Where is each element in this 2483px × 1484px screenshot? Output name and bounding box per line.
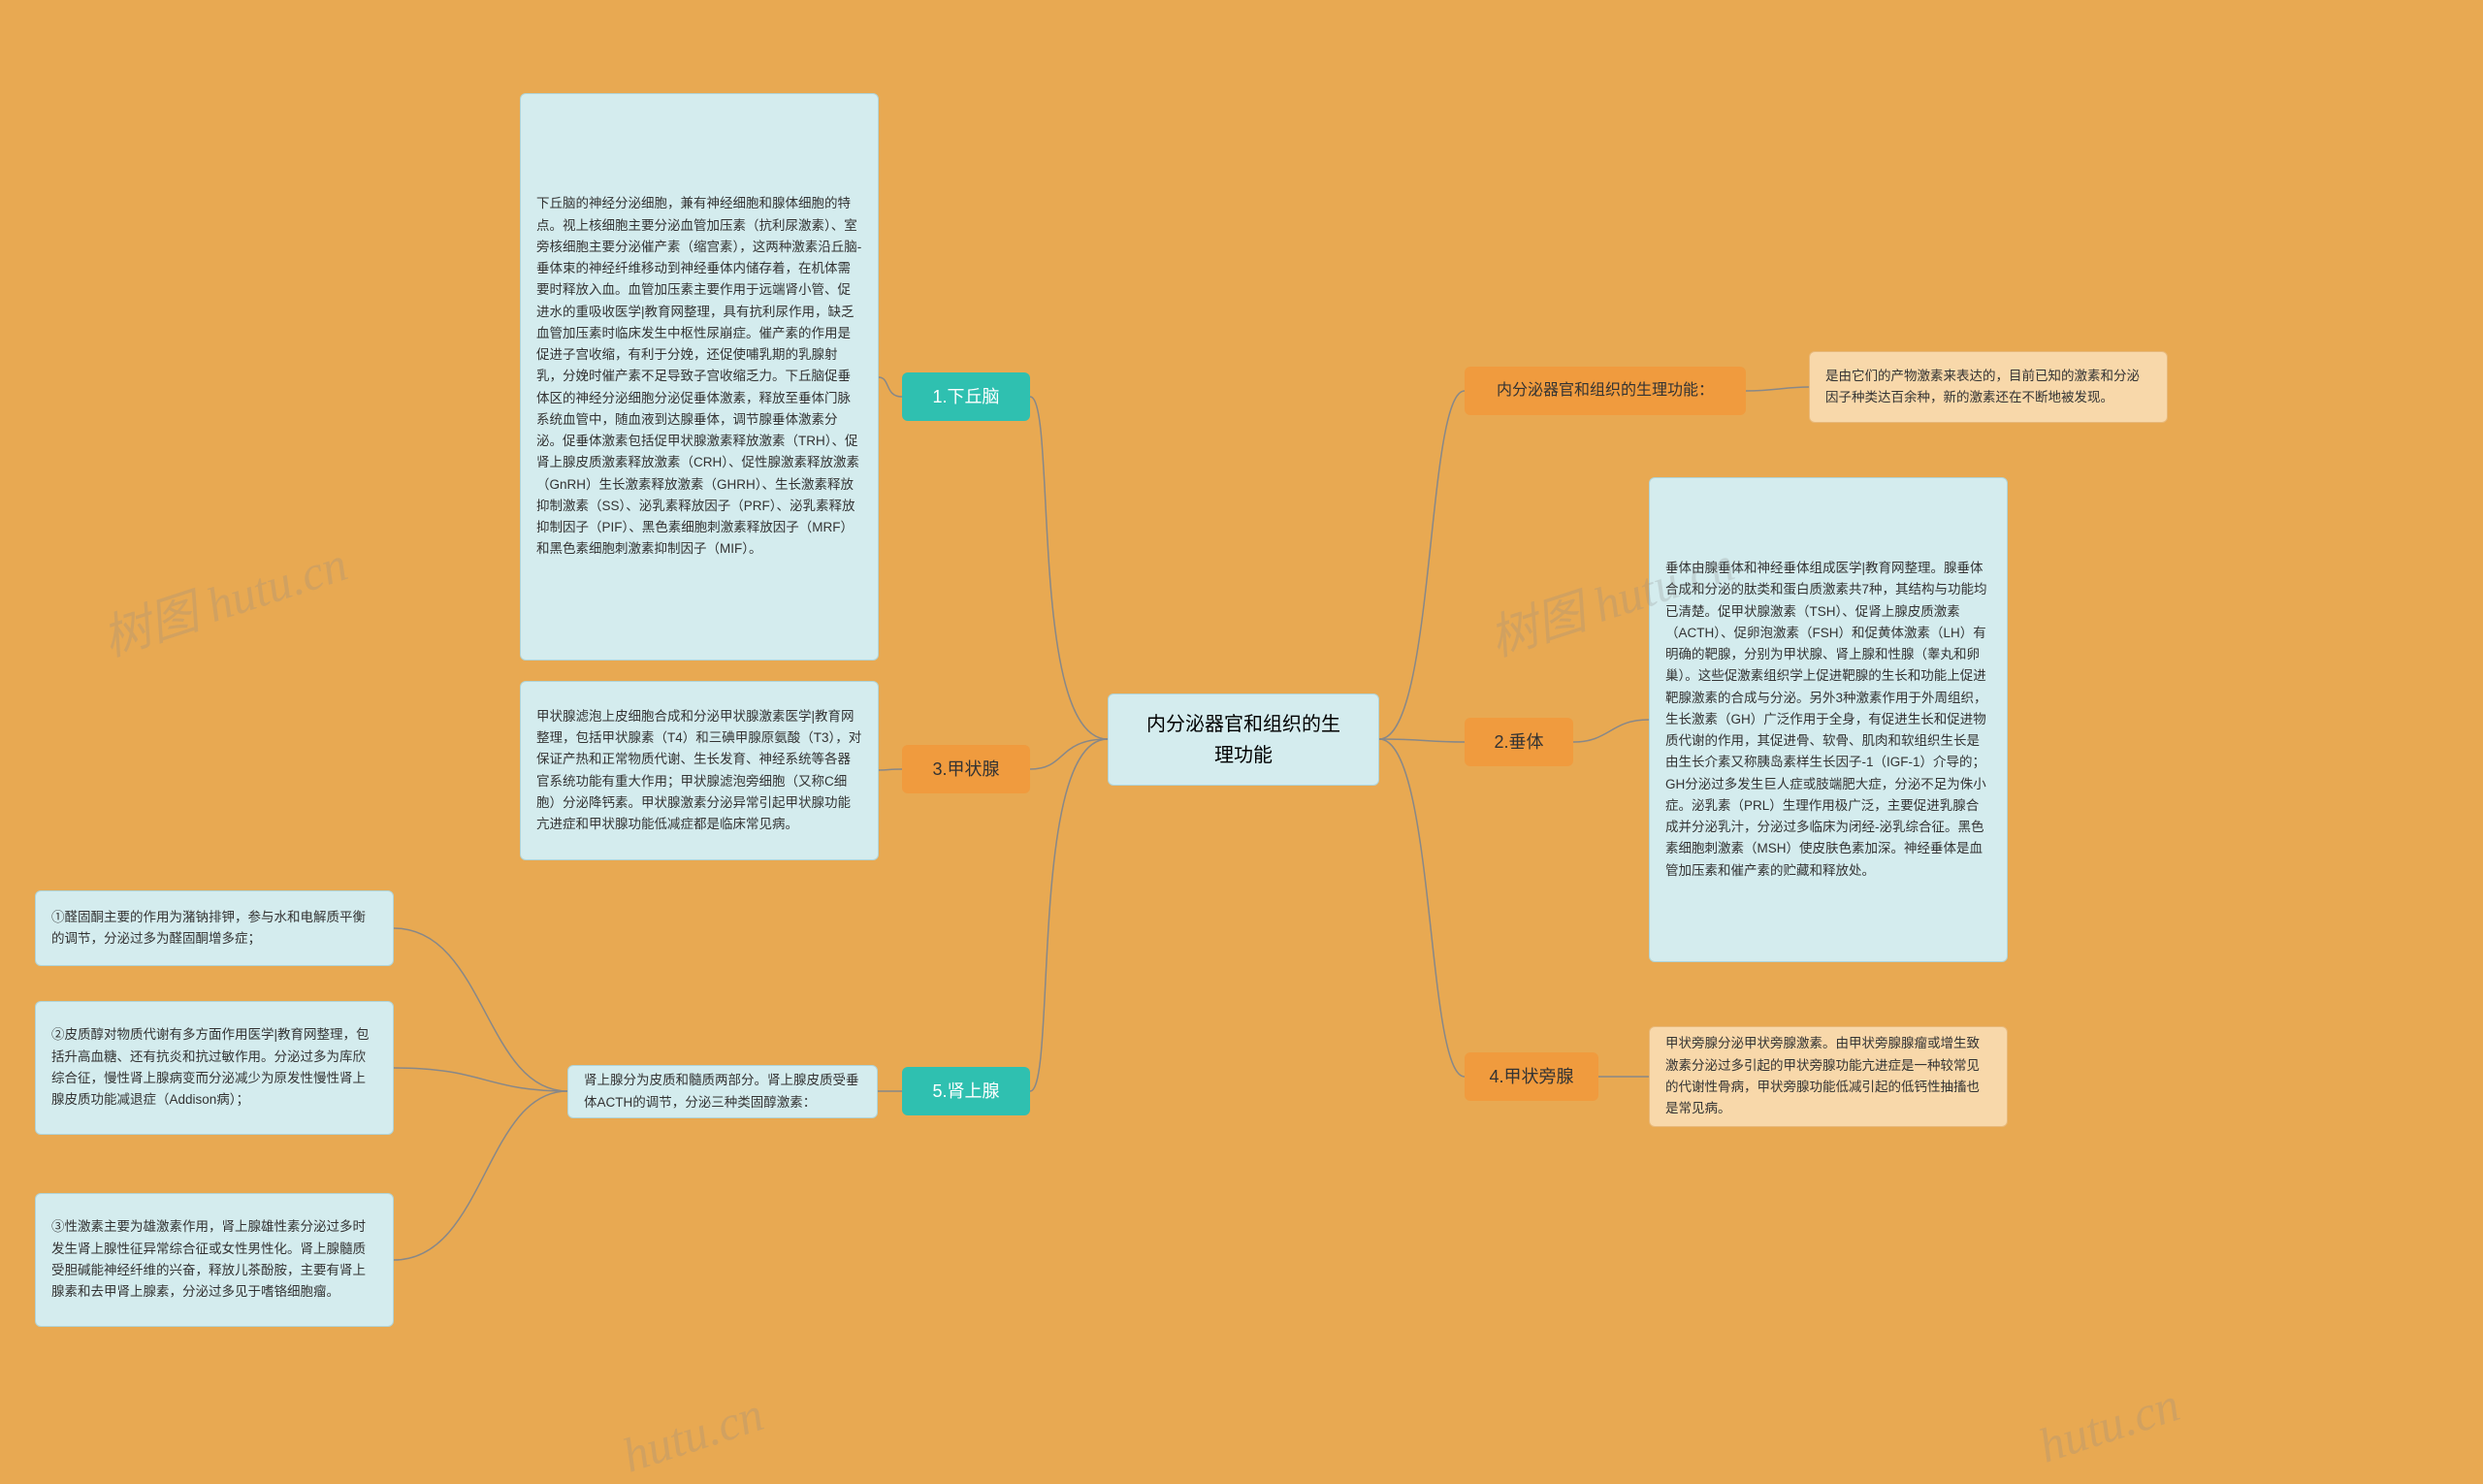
edge [1379,739,1465,1077]
edge [1379,391,1465,739]
branch-4-parathyroid: 4.甲状旁腺 [1465,1052,1598,1101]
branch-4-label: 4.甲状旁腺 [1489,1063,1573,1091]
branch-2-detail-text: 垂体由腺垂体和神经垂体组成医学|教育网整理。腺垂体合成和分泌的肽类和蛋白质激素共… [1665,558,1991,882]
center-node: 内分泌器官和组织的生理功能 [1108,694,1379,786]
edge [1573,720,1649,742]
edge [394,928,567,1091]
branch-1-label: 1.下丘脑 [932,383,999,411]
branch-intro-detail: 是由它们的产物激素来表达的，目前已知的激素和分泌因子种类达百余种，新的激素还在不… [1809,351,2168,423]
branch-5-detail-text: 肾上腺分为皮质和髓质两部分。肾上腺皮质受垂体ACTH的调节，分泌三种类固醇激素： [584,1070,861,1113]
branch-5-sub-1-text: ①醛固酮主要的作用为潴钠排钾，参与水和电解质平衡的调节，分泌过多为醛固酮增多症； [51,907,377,951]
edge [1746,387,1809,391]
edge [1030,739,1108,769]
branch-2-detail: 垂体由腺垂体和神经垂体组成医学|教育网整理。腺垂体合成和分泌的肽类和蛋白质激素共… [1649,477,2008,962]
edge [879,769,902,770]
branch-3-detail-text: 甲状腺滤泡上皮细胞合成和分泌甲状腺激素医学|教育网整理，包括甲状腺素（T4）和三… [536,706,862,836]
branch-1-detail-text: 下丘脑的神经分泌细胞，兼有神经细胞和腺体细胞的特点。视上核细胞主要分泌血管加压素… [536,193,862,561]
edge [879,377,902,397]
branch-intro-detail-text: 是由它们的产物激素来表达的，目前已知的激素和分泌因子种类达百余种，新的激素还在不… [1825,366,2151,409]
edge [1030,397,1108,739]
branch-5-sub-2: ②皮质醇对物质代谢有多方面作用医学|教育网整理，包括升高血糖、还有抗炎和抗过敏作… [35,1001,394,1135]
edge [394,1068,567,1091]
branch-5-adrenal: 5.肾上腺 [902,1067,1030,1115]
branch-5-detail: 肾上腺分为皮质和髓质两部分。肾上腺皮质受垂体ACTH的调节，分泌三种类固醇激素： [567,1065,878,1118]
branch-5-label: 5.肾上腺 [932,1078,999,1106]
edge [1030,739,1108,1091]
branch-3-label: 3.甲状腺 [932,756,999,784]
edge [1379,739,1465,742]
branch-intro: 内分泌器官和组织的生理功能： [1465,367,1746,415]
branch-3-thyroid: 3.甲状腺 [902,745,1030,793]
branch-2-label: 2.垂体 [1494,728,1543,757]
branch-4-detail: 甲状旁腺分泌甲状旁腺激素。由甲状旁腺腺瘤或增生致激素分泌过多引起的甲状旁腺功能亢… [1649,1026,2008,1127]
branch-4-detail-text: 甲状旁腺分泌甲状旁腺激素。由甲状旁腺腺瘤或增生致激素分泌过多引起的甲状旁腺功能亢… [1665,1033,1991,1119]
watermark-3: hutu.cn [616,1385,770,1483]
branch-intro-label: 内分泌器官和组织的生理功能： [1497,378,1714,403]
center-label: 内分泌器官和组织的生理功能 [1138,709,1349,771]
edge [394,1091,567,1260]
branch-2-pituitary: 2.垂体 [1465,718,1573,766]
branch-5-sub-2-text: ②皮质醇对物质代谢有多方面作用医学|教育网整理，包括升高血糖、还有抗炎和抗过敏作… [51,1024,377,1111]
branch-5-sub-3-text: ③性激素主要为雄激素作用，肾上腺雄性素分泌过多时发生肾上腺性征异常综合征或女性男… [51,1216,377,1303]
branch-5-sub-3: ③性激素主要为雄激素作用，肾上腺雄性素分泌过多时发生肾上腺性征异常综合征或女性男… [35,1193,394,1327]
watermark-1: 树图 hutu.cn [92,525,355,669]
branch-5-sub-1: ①醛固酮主要的作用为潴钠排钾，参与水和电解质平衡的调节，分泌过多为醛固酮增多症； [35,890,394,966]
branch-3-detail: 甲状腺滤泡上皮细胞合成和分泌甲状腺激素医学|教育网整理，包括甲状腺素（T4）和三… [520,681,879,860]
branch-1-hypothalamus: 1.下丘脑 [902,372,1030,421]
branch-1-detail: 下丘脑的神经分泌细胞，兼有神经细胞和腺体细胞的特点。视上核细胞主要分泌血管加压素… [520,93,879,661]
watermark-4: hutu.cn [2032,1375,2186,1473]
